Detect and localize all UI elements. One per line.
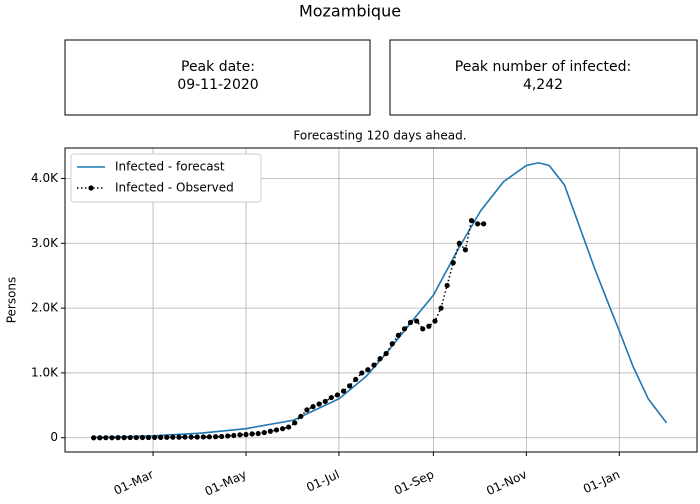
series-line	[93, 161, 668, 439]
data-point	[365, 367, 371, 373]
data-point	[450, 260, 456, 266]
data-point	[310, 404, 316, 410]
legend-label: Infected - forecast	[115, 160, 225, 174]
data-point	[468, 217, 475, 224]
data-point	[286, 424, 292, 430]
data-point	[389, 341, 395, 347]
y-tick-label: 4.0K	[31, 171, 59, 185]
data-point	[474, 221, 481, 227]
data-point	[438, 305, 444, 311]
data-point	[188, 434, 194, 440]
data-point	[395, 332, 401, 338]
y-tick-label: 0	[50, 430, 58, 444]
legend-box	[70, 153, 262, 203]
data-point	[127, 434, 133, 441]
data-point	[407, 319, 414, 325]
data-point	[231, 432, 237, 439]
data-point	[91, 435, 97, 441]
data-point	[194, 434, 200, 440]
data-point	[377, 356, 383, 362]
data-point	[383, 350, 389, 357]
y-axis-label: Persons	[5, 277, 19, 324]
box-value: 09-11-2020	[177, 77, 258, 93]
data-point	[219, 433, 225, 440]
info-box	[64, 39, 371, 116]
data-point	[237, 432, 243, 438]
data-point	[359, 370, 365, 376]
data-point	[212, 434, 219, 440]
x-tick-label: 01-Jan	[581, 467, 622, 496]
x-tick-label: 01-Nov	[484, 467, 529, 498]
box-label: Peak number of infected:	[455, 59, 631, 75]
data-point	[444, 282, 450, 289]
data-point	[298, 413, 304, 419]
data-point	[200, 434, 206, 440]
x-tick-label: 01-Sep	[392, 467, 436, 498]
data-point	[182, 434, 188, 440]
data-point	[176, 434, 182, 440]
data-point	[347, 383, 353, 389]
chart-title: Forecasting 120 days ahead.	[293, 129, 466, 143]
x-tick-label: 01-Mar	[112, 467, 156, 498]
data-point	[164, 434, 170, 440]
data-point	[139, 434, 146, 441]
info-box	[389, 39, 698, 116]
data-point	[206, 434, 213, 440]
data-point	[481, 221, 487, 227]
data-point	[371, 362, 377, 368]
box-value: 4,242	[523, 77, 563, 93]
legend-label: Infected - Observed	[115, 181, 234, 195]
data-point	[334, 392, 341, 398]
data-point	[328, 394, 334, 401]
data-point	[249, 431, 255, 437]
data-point	[151, 434, 158, 441]
data-point	[133, 434, 139, 441]
y-tick-label: 3.0K	[31, 236, 59, 250]
data-point	[292, 420, 298, 426]
data-point	[261, 429, 267, 436]
y-tick-label: 1.0K	[31, 365, 59, 379]
data-point	[97, 435, 103, 441]
data-point	[103, 435, 109, 441]
box-label: Peak date:	[181, 59, 255, 75]
x-tick-label: 01-Jul	[304, 467, 341, 494]
data-point	[121, 435, 127, 441]
data-point	[353, 376, 359, 383]
data-point	[273, 427, 280, 433]
data-point	[170, 434, 176, 440]
y-tick-label: 2.0K	[31, 301, 59, 315]
data-point	[158, 434, 164, 440]
data-point	[456, 240, 462, 246]
data-point	[255, 430, 261, 437]
data-point	[304, 407, 310, 413]
x-tick-label: 01-May	[203, 467, 249, 498]
data-point	[462, 247, 469, 253]
data-point	[420, 326, 426, 332]
data-point	[115, 435, 121, 441]
data-point	[225, 433, 231, 439]
plot-frame	[64, 147, 698, 453]
legend-marker	[88, 185, 94, 191]
data-point	[401, 326, 408, 332]
title: Mozambique	[299, 2, 401, 21]
data-point	[316, 401, 322, 407]
data-point	[322, 398, 328, 405]
data-point	[145, 434, 152, 441]
data-point	[414, 318, 420, 324]
data-point	[426, 323, 432, 329]
data-point	[243, 431, 249, 438]
data-point	[340, 388, 347, 394]
data-point	[279, 426, 286, 432]
data-point	[267, 428, 273, 434]
data-point	[432, 318, 438, 324]
data-point	[109, 435, 115, 441]
